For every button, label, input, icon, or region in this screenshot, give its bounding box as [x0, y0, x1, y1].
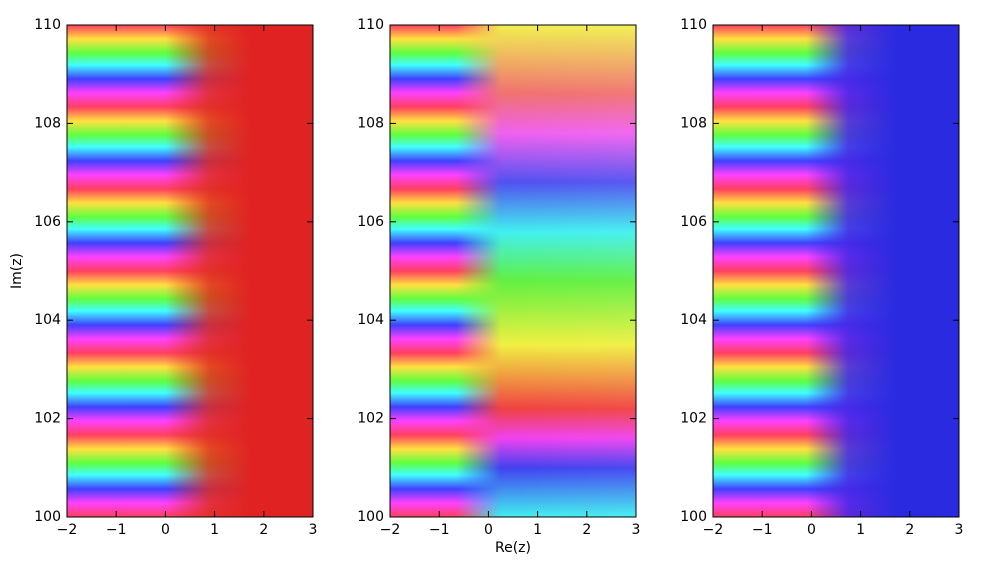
color-field [390, 25, 636, 517]
x-tick-label: 1 [856, 522, 865, 538]
y-tick-label: 110 [680, 17, 707, 33]
y-tick-label: 100 [357, 509, 384, 525]
y-tick-label: 108 [357, 115, 384, 131]
x-tick-label: −1 [429, 522, 450, 538]
color-field [713, 25, 959, 517]
x-tick-label: 1 [533, 522, 542, 538]
y-tick-label: 108 [34, 115, 61, 131]
x-tick-label: −1 [752, 522, 773, 538]
x-tick-label: 3 [955, 522, 964, 538]
y-tick-label: 110 [34, 17, 61, 33]
y-tick-label: 110 [357, 17, 384, 33]
plot-frame [66, 24, 314, 518]
x-tick-label: −2 [380, 522, 401, 538]
x-tick-label: 2 [259, 522, 268, 538]
plot-frame [389, 24, 637, 518]
y-tick-label: 102 [357, 411, 384, 427]
x-tick-label: 0 [484, 522, 493, 538]
y-tick-label: 106 [357, 214, 384, 230]
y-tick-label: 106 [34, 214, 61, 230]
x-tick-label: −2 [703, 522, 724, 538]
x-tick-label: 2 [905, 522, 914, 538]
x-tick-label: 3 [309, 522, 318, 538]
y-tick-label: 100 [34, 509, 61, 525]
x-tick-label: 3 [632, 522, 641, 538]
y-tick-label: 100 [680, 509, 707, 525]
y-tick-label: 106 [680, 214, 707, 230]
plot-frame [712, 24, 960, 518]
x-tick-label: 0 [807, 522, 816, 538]
y-tick-label: 102 [34, 411, 61, 427]
x-axis-label: Re(z) [495, 540, 531, 556]
x-tick-label: 0 [161, 522, 170, 538]
y-tick-label: 104 [34, 312, 61, 328]
y-axis-label: Im(z) [9, 253, 25, 289]
y-tick-label: 104 [357, 312, 384, 328]
x-tick-label: 1 [210, 522, 219, 538]
y-tick-label: 108 [680, 115, 707, 131]
color-field [67, 25, 313, 517]
y-tick-label: 102 [680, 411, 707, 427]
x-tick-label: 2 [582, 522, 591, 538]
x-tick-label: −2 [57, 522, 78, 538]
y-tick-label: 104 [680, 312, 707, 328]
x-tick-label: −1 [106, 522, 127, 538]
